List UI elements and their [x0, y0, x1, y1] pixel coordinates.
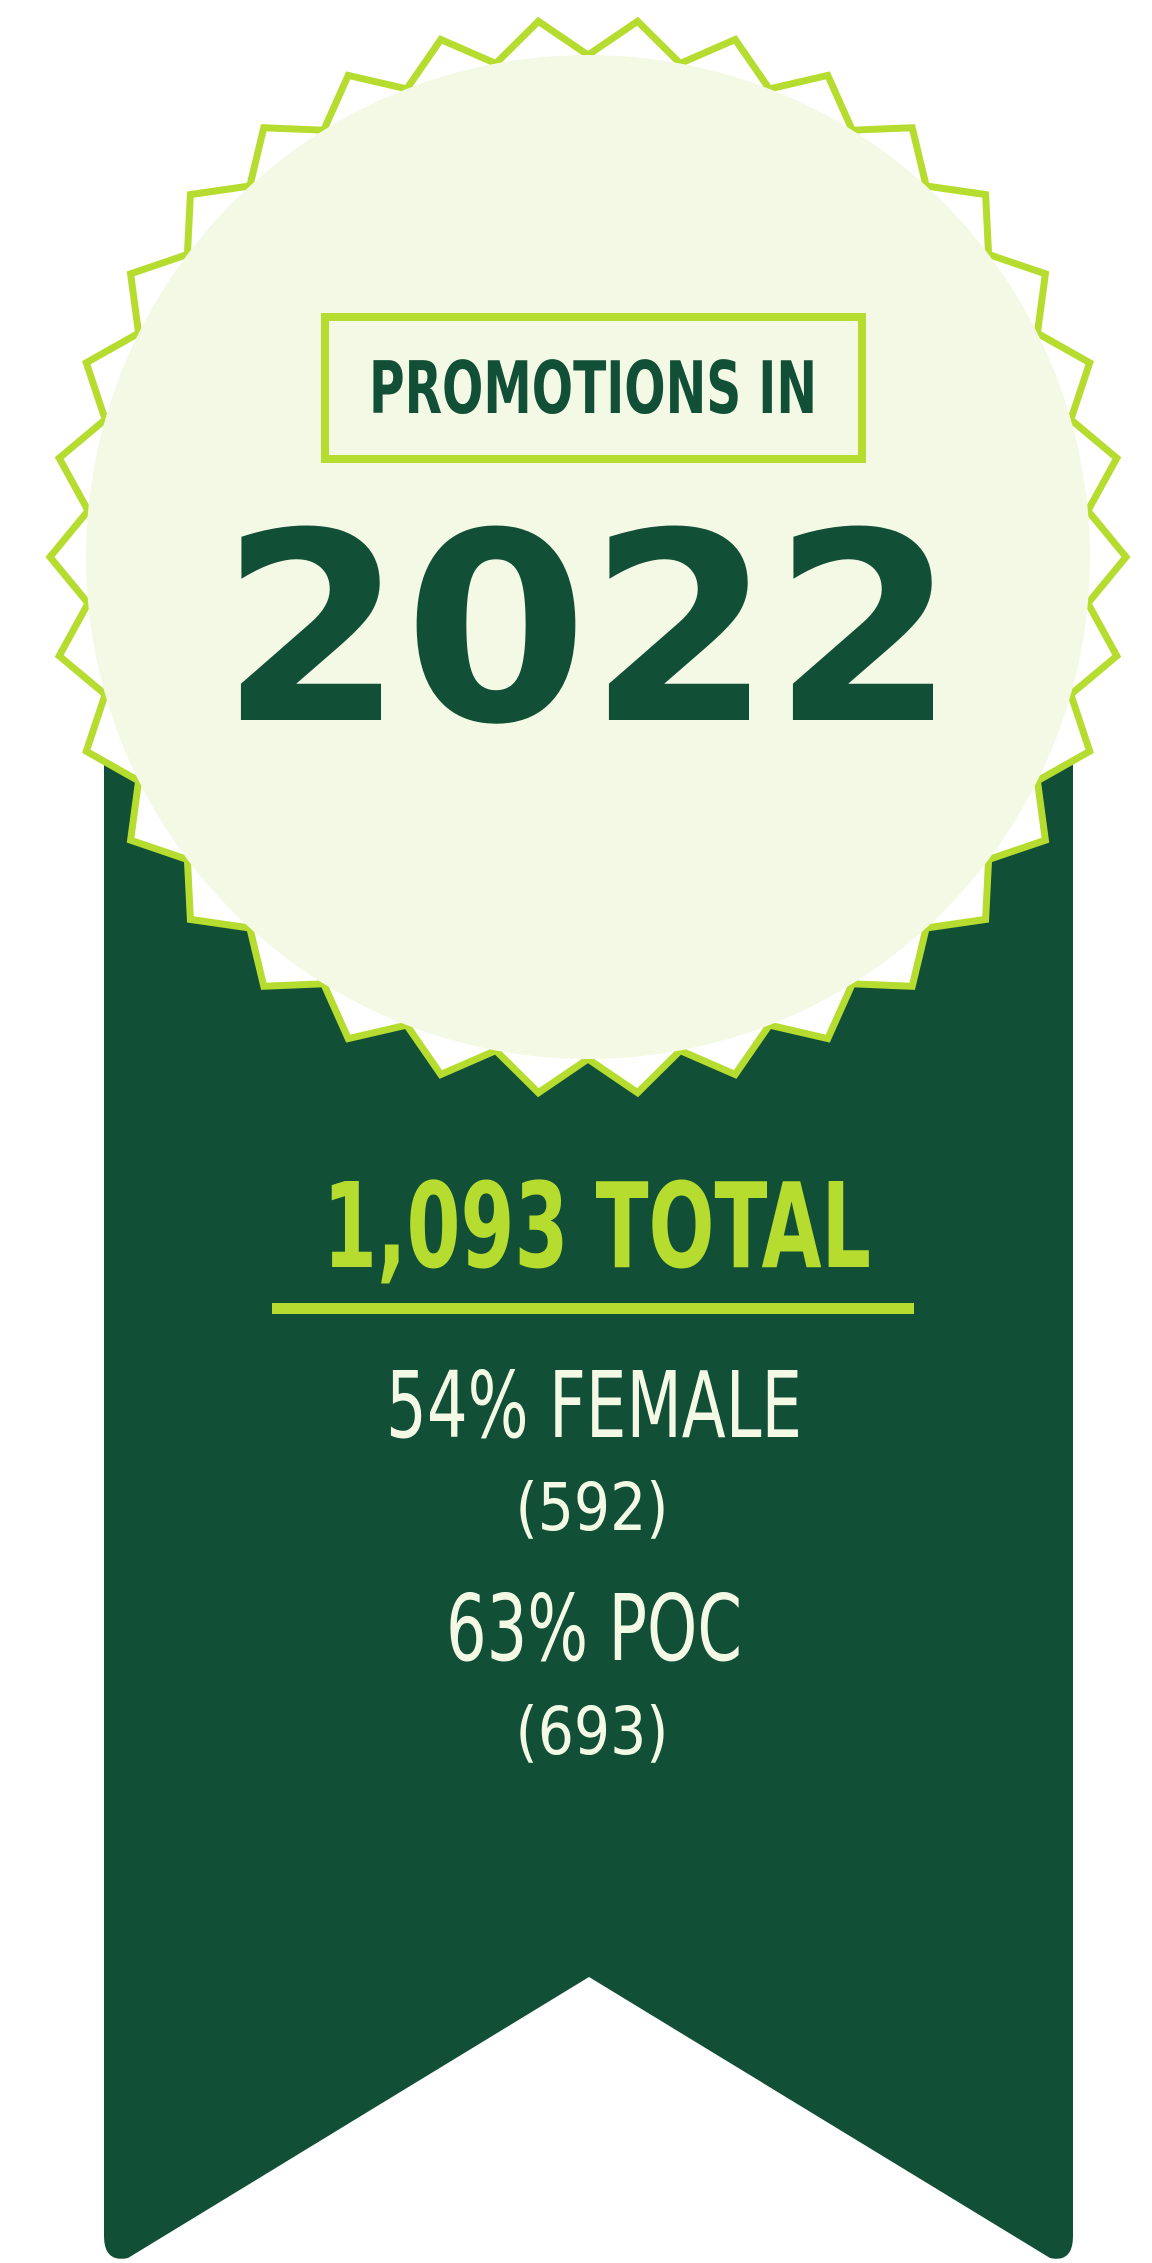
title-box — [321, 313, 866, 463]
stat-count: (693) — [516, 1693, 669, 1770]
ribbon — [104, 640, 1073, 2259]
year: 2022 — [220, 477, 956, 782]
stat-count: (592) — [516, 1469, 669, 1546]
badge-circle — [86, 55, 1090, 1059]
total: 1,093 TOTAL — [323, 1157, 871, 1295]
stat-percent: 63% POC — [446, 1575, 742, 1682]
title: PROMOTIONS IN — [369, 346, 817, 430]
divider — [272, 1303, 914, 1314]
stat-percent: 54% FEMALE — [386, 1352, 802, 1459]
